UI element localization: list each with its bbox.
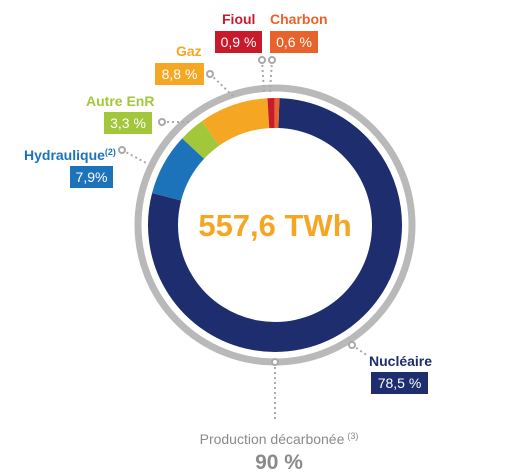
value-hydraulique: 7,9% [76, 169, 108, 185]
value-nucleaire: 78,5 % [378, 375, 422, 391]
decarb-value: 90 % [255, 451, 303, 474]
connectors-group [118, 56, 369, 422]
slice-hydraulique [152, 138, 205, 202]
connector-charbon-dot [268, 56, 276, 64]
slice-gaz [202, 98, 270, 146]
label-nucleaire: Nucléaire [369, 353, 432, 369]
label-charbon: Charbon [270, 11, 328, 27]
connector-autre-enr-dot [158, 118, 166, 126]
value-autre-enr: 3,3 % [110, 115, 146, 131]
value-fioul: 0,9 % [221, 34, 257, 50]
connector-gaz [209, 73, 235, 98]
label-gaz: Gaz [176, 43, 202, 59]
value-charbon: 0,6 % [276, 34, 312, 50]
badge-fioul [215, 31, 262, 53]
label-autre-enr: Autre EnR [86, 93, 154, 109]
connector-hydraulique [121, 149, 149, 165]
connector-hydraulique-dot [118, 146, 126, 154]
badge-hydraulique [70, 166, 113, 188]
slice-nucleaire [148, 98, 402, 352]
badge-gaz [155, 63, 204, 85]
label-hydraulique: Hydraulique(2) [24, 147, 116, 163]
connector-charbon [269, 59, 273, 93]
connector-nucleaire [351, 344, 369, 357]
badge-autre-enr [104, 112, 152, 134]
badge-nucleaire [371, 372, 428, 394]
slices-group [148, 98, 402, 352]
connector-decarb-dot [271, 358, 279, 366]
value-gaz: 8,8 % [162, 66, 198, 82]
badge-charbon [270, 31, 318, 53]
center-total: 557,6 TWh [198, 208, 351, 243]
connector-fioul [261, 59, 265, 93]
slice-autre-enr [182, 121, 220, 160]
decarb-label: Production décarbonée (3) [200, 431, 359, 447]
connector-fioul-dot [258, 56, 266, 64]
connector-nucleaire-dot [348, 341, 356, 349]
label-fioul: Fioul [222, 11, 255, 27]
connector-gaz-dot [206, 70, 214, 78]
